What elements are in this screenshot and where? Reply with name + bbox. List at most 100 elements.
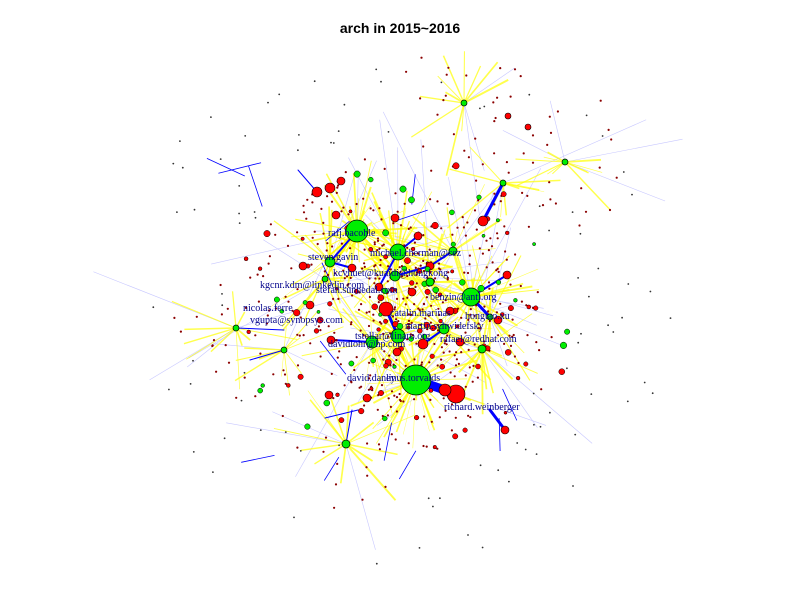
leaf-node [410, 321, 413, 324]
node-label: tstellar@linaro.org [355, 331, 430, 342]
leaf-node [468, 254, 471, 257]
leaf-node [481, 546, 484, 549]
leaf-node [407, 319, 411, 322]
peripheral-node [348, 209, 353, 214]
leaf-node [526, 194, 529, 197]
weak-edge [329, 215, 353, 263]
core-node [302, 300, 308, 305]
peripheral-node [445, 306, 455, 316]
weak-edge [516, 161, 566, 187]
leaf-node [499, 67, 502, 70]
node-label: hongtao.xu [465, 311, 510, 322]
leaf-node [390, 390, 394, 393]
weak-edge [461, 102, 465, 132]
leaf-node [444, 299, 447, 302]
peripheral-node [334, 287, 339, 291]
core-node [382, 415, 388, 422]
weak-edge [314, 443, 347, 465]
weak-edge [502, 179, 561, 184]
peripheral-node [410, 246, 416, 252]
node-label: martin.schwidefsky [405, 321, 484, 332]
leaf-node [481, 252, 484, 255]
leaf-node [526, 334, 529, 337]
leaf-node [488, 287, 491, 290]
leaf-node [429, 398, 432, 401]
leaf-node [373, 282, 376, 285]
leaf-node [393, 394, 396, 397]
leaf-node [355, 202, 358, 206]
weak-edge [445, 102, 465, 176]
leaf-node [269, 223, 272, 226]
faint-edge [283, 264, 324, 351]
core-node [353, 170, 361, 178]
leaf-node [509, 283, 512, 286]
leaf-node [422, 259, 425, 262]
leaf-node [522, 152, 525, 155]
weak-edge [345, 414, 416, 445]
leaf-node [485, 239, 488, 242]
leaf-node [471, 380, 474, 383]
peripheral-node [300, 236, 305, 241]
leaf-node [539, 425, 542, 428]
faint-edge [263, 239, 326, 280]
leaf-node [391, 315, 395, 318]
faint-edge [549, 100, 566, 163]
leaf-node [393, 306, 397, 309]
leaf-node [238, 212, 241, 215]
peripheral-node [297, 373, 304, 380]
core-node [232, 324, 240, 332]
leaf-node [496, 96, 499, 99]
leaf-node [467, 156, 470, 159]
peripheral-node [353, 288, 359, 294]
strong-edge [323, 456, 340, 481]
leaf-node [419, 264, 422, 267]
leaf-node [332, 297, 335, 300]
leaf-node [221, 293, 223, 295]
weak-edge [429, 281, 443, 313]
leaf-node [296, 288, 299, 291]
leaf-node [428, 248, 431, 251]
leaf-node [302, 204, 305, 207]
peripheral-node [327, 301, 333, 307]
leaf-node [426, 328, 429, 331]
leaf-node [454, 364, 458, 367]
leaf-node [436, 113, 439, 116]
leaf-node [319, 355, 322, 358]
leaf-node [344, 171, 347, 174]
peripheral-node [414, 415, 420, 421]
peripheral-node [503, 410, 508, 415]
leaf-node [395, 288, 398, 291]
leaf-node [193, 208, 196, 211]
weak-edge [359, 309, 399, 337]
leaf-node [223, 437, 226, 440]
leaf-node [326, 273, 330, 277]
core-node [477, 344, 487, 354]
leaf-node [447, 271, 450, 274]
peripheral-node [558, 368, 566, 375]
peripheral-node [313, 328, 320, 334]
leaf-node [339, 363, 342, 366]
leaf-node [373, 241, 376, 244]
leaf-node [425, 296, 428, 299]
faint-edge [489, 316, 567, 348]
leaf-node [622, 171, 625, 173]
leaf-node [256, 273, 259, 276]
peripheral-node [358, 408, 365, 415]
weak-edge [515, 158, 566, 163]
leaf-node [413, 241, 416, 244]
leaf-node [493, 152, 496, 155]
core-node [476, 194, 482, 200]
leaf-node [299, 316, 302, 319]
leaf-node [627, 283, 630, 285]
weak-edge [443, 316, 491, 365]
weak-edge [445, 91, 465, 104]
leaf-node [417, 252, 420, 255]
weak-edge [364, 341, 373, 390]
leaf-node [578, 224, 581, 227]
leaf-node [361, 267, 364, 270]
leaf-node [436, 200, 439, 203]
leaf-node [420, 56, 423, 59]
core-node [392, 364, 397, 369]
core-node [564, 328, 571, 335]
core-node [449, 209, 455, 216]
